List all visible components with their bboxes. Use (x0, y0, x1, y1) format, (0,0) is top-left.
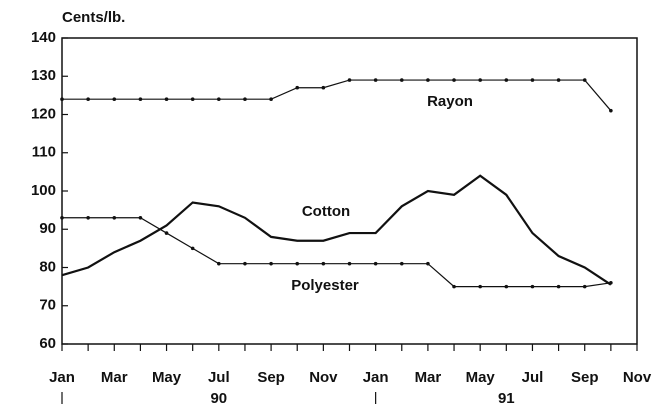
point (452, 78, 456, 82)
point (609, 108, 613, 113)
point (86, 215, 90, 220)
point (138, 97, 143, 101)
series-label: Cotton (302, 203, 350, 220)
y-tick-label: 140 (31, 29, 56, 46)
y-tick-label: 130 (31, 67, 56, 84)
year-label: 90 (210, 390, 227, 404)
x-tick-label: May (152, 369, 182, 386)
point (60, 215, 64, 220)
line (62, 79, 612, 112)
point (217, 97, 221, 101)
point (530, 284, 535, 289)
y-axis-label: Cents/lb. (62, 9, 125, 26)
point (217, 261, 221, 266)
point (190, 246, 195, 251)
point (556, 78, 561, 82)
y-tick-label: 70 (39, 297, 56, 314)
point (295, 261, 300, 266)
point (478, 78, 482, 82)
point (112, 97, 117, 101)
point (609, 281, 613, 285)
point (504, 78, 509, 82)
x-tick-label: Jul (208, 369, 230, 386)
point (556, 284, 561, 289)
series-label: Polyester (291, 277, 359, 294)
y-tick-label: 60 (39, 335, 56, 352)
x-tick-label: Mar (415, 369, 442, 386)
point (269, 261, 273, 266)
x-tick-label: Jul (522, 369, 544, 386)
x-tick-label: Nov (309, 369, 338, 386)
point (347, 261, 352, 266)
point (582, 78, 587, 82)
x-tick-label: Jan (49, 369, 75, 386)
x-tick-label: Jan (363, 369, 389, 386)
point (243, 261, 247, 266)
point (190, 97, 195, 101)
point (164, 231, 169, 235)
line (62, 217, 611, 288)
plot-frame (61, 37, 638, 345)
point (530, 78, 535, 82)
point (504, 284, 509, 289)
x-tick-label: Sep (571, 369, 599, 386)
point (373, 78, 378, 82)
x-tick-label: May (466, 369, 496, 386)
point (138, 215, 143, 220)
point (243, 97, 247, 101)
line (61, 174, 612, 286)
x-tick-label: Sep (257, 369, 285, 386)
point (452, 284, 456, 289)
point (164, 97, 169, 101)
point (295, 85, 300, 90)
x-tick-label: Mar (101, 369, 128, 386)
point (426, 261, 430, 266)
point (478, 284, 482, 289)
point (60, 97, 64, 101)
point (347, 78, 352, 82)
series-label: Rayon (427, 93, 473, 110)
point (399, 78, 404, 82)
y-tick-label: 110 (32, 144, 56, 161)
point (269, 97, 273, 101)
point (399, 261, 404, 266)
point (582, 284, 587, 289)
y-tick-label: 80 (39, 258, 56, 275)
point (86, 97, 90, 101)
point (321, 261, 326, 266)
point (373, 261, 378, 266)
x-tick-label: Nov (623, 369, 652, 386)
point (321, 85, 326, 90)
point (426, 78, 430, 82)
year-label: 91 (498, 390, 515, 404)
y-tick-label: 100 (31, 182, 56, 199)
point (112, 215, 117, 220)
y-tick-label: 120 (31, 105, 56, 122)
y-tick-label: 90 (39, 220, 56, 237)
